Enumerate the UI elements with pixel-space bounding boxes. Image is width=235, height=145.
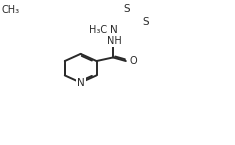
Text: CH₃: CH₃ [2, 5, 20, 15]
Text: O: O [129, 56, 137, 66]
Text: H₃C: H₃C [89, 25, 107, 35]
Text: S: S [142, 17, 149, 27]
Text: N: N [110, 25, 118, 35]
Text: NH: NH [106, 36, 121, 46]
Text: N: N [77, 78, 85, 88]
Text: S: S [123, 4, 130, 14]
